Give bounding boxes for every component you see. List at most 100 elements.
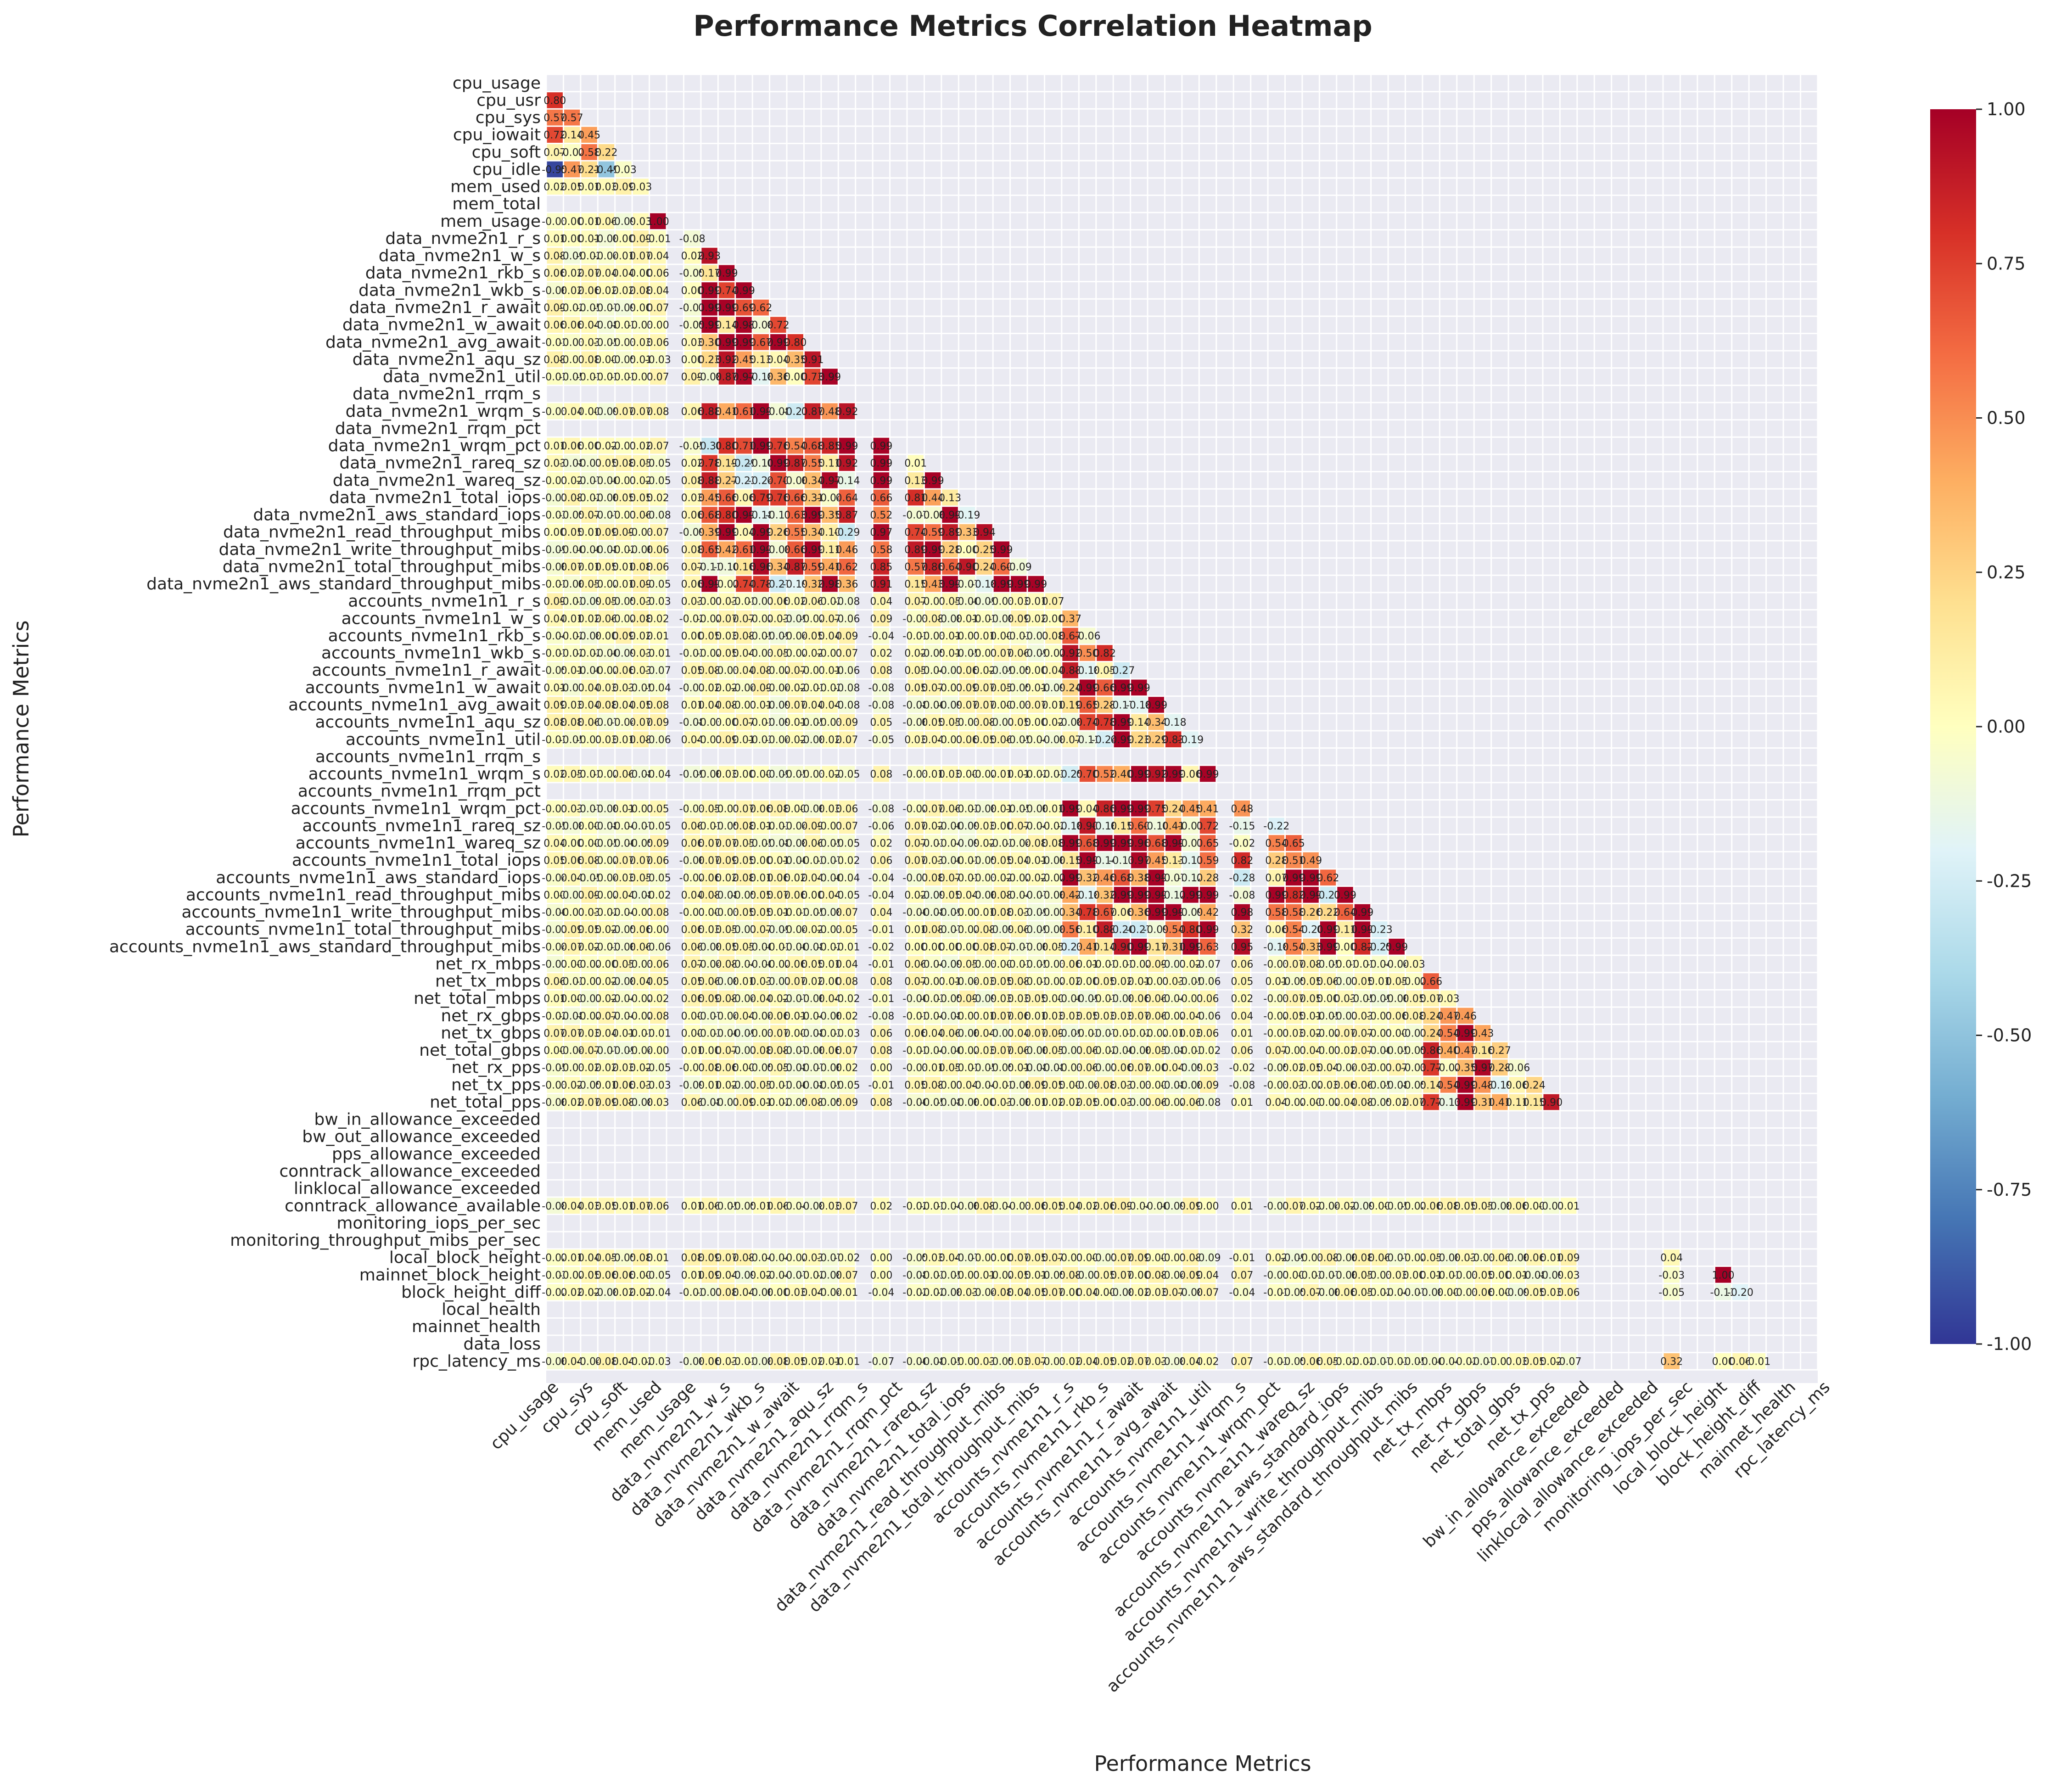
cell-value-label: 0.07 <box>647 441 669 452</box>
cell-value-label: -0.04 <box>645 769 671 780</box>
cell-value-label: 0.82 <box>1231 855 1253 867</box>
heatmap-cell <box>581 369 597 385</box>
y-tick-label: data_nvme2n1_w_s <box>379 246 541 265</box>
cell-value-label: 0.06 <box>681 406 704 418</box>
cell-value-label: 0.58 <box>578 147 600 158</box>
heatmap-cell <box>598 334 615 350</box>
cell-value-label: 0.99 <box>818 372 841 383</box>
cell-value-label: 0.04 <box>1231 1011 1253 1022</box>
x-axis-label: Performance Metrics <box>1094 1751 1311 1776</box>
heatmap-cell <box>581 247 597 264</box>
cell-value-label: 0.68 <box>801 441 824 452</box>
cell-value-label: -0.18 <box>1160 717 1187 728</box>
cell-value-label: 0.06 <box>647 855 669 867</box>
cell-value-label: -0.06 <box>1504 1063 1530 1074</box>
cell-value-label: 0.08 <box>647 700 669 711</box>
heatmap-cell <box>564 144 580 160</box>
cell-value-label: 0.46 <box>836 544 858 556</box>
cell-value-label: -0.01 <box>542 337 568 348</box>
cell-value-label: 0.02 <box>870 838 892 850</box>
cell-value-label: 0.02 <box>836 1063 858 1074</box>
heatmap-cell <box>736 282 752 298</box>
y-tick-label: accounts_nvme1n1_rareq_sz <box>302 817 541 835</box>
heatmap-cell <box>598 455 615 471</box>
heatmap-cell <box>753 299 769 316</box>
cell-value-label: 0.08 <box>543 251 566 262</box>
cell-value-label: 0.72 <box>767 320 790 331</box>
y-tick-label: net_total_mbps <box>414 989 541 1008</box>
cell-value-label: 0.02 <box>561 268 583 280</box>
cell-value-label: -0.05 <box>834 769 860 780</box>
cell-value-label: -0.03 <box>834 1028 860 1039</box>
cell-value-label: 0.99 <box>1351 907 1373 918</box>
cell-value-label: 0.82 <box>1093 648 1116 660</box>
cell-value-label: 0.07 <box>1231 1356 1253 1367</box>
cell-value-label: 0.99 <box>922 475 944 487</box>
heatmap-cell <box>650 230 666 246</box>
y-tick-label: data_nvme2n1_write_throughput_mibs <box>219 540 541 559</box>
heatmap-cell <box>770 334 786 350</box>
heatmap-cell <box>547 179 563 195</box>
cell-value-label: 0.99 <box>1197 924 1219 936</box>
y-tick-label: data_nvme2n1_w_await <box>342 316 541 335</box>
cell-value-label: 0.00 <box>870 1270 892 1281</box>
cell-value-label: 0.02 <box>681 251 704 262</box>
y-tick-label: net_tx_mbps <box>435 972 541 991</box>
heatmap-cell <box>598 369 615 385</box>
cell-value-label: 0.01 <box>612 251 635 262</box>
heatmap-cell <box>633 317 649 333</box>
heatmap-cell <box>736 317 752 333</box>
cell-value-label: 0.08 <box>836 976 858 988</box>
cell-value-label: 0.13 <box>939 493 961 504</box>
cell-value-label: 0.98 <box>1231 907 1253 918</box>
heatmap-cell <box>547 437 563 454</box>
cell-value-label: -0.09 <box>559 251 585 262</box>
cell-value-label: 0.01 <box>1557 1201 1580 1212</box>
cell-value-label: -0.04 <box>594 251 620 262</box>
heatmap-cell <box>564 369 580 385</box>
heatmap-cell <box>701 369 717 385</box>
heatmap-cell <box>633 179 649 195</box>
cell-value-label: 0.00 <box>561 216 583 228</box>
y-tick-label: pps_allowance_exceeded <box>332 1145 541 1164</box>
heatmap-cell <box>547 230 563 246</box>
colorbar-tick-label: -0.75 <box>1987 1180 2032 1200</box>
heatmap-cell <box>684 247 700 264</box>
cell-value-label: 0.02 <box>629 441 652 452</box>
cell-value-label: -0.01 <box>868 924 894 936</box>
y-tick-label: accounts_nvme1n1_rrqm_s <box>315 747 541 766</box>
cell-value-label: 0.06 <box>1197 993 1219 1005</box>
y-tick-label: accounts_nvme1n1_util <box>346 730 541 749</box>
cell-value-label: 0.99 <box>1145 700 1167 711</box>
heatmap-cell <box>633 282 649 298</box>
cell-value-label: 0.80 <box>784 337 807 348</box>
y-tick-label: data_nvme2n1_rkb_s <box>365 264 541 283</box>
heatmap-cell <box>701 247 717 264</box>
cell-value-label: 0.28 <box>1197 873 1219 884</box>
heatmap-cell <box>616 369 632 385</box>
cell-value-label: -0.03 <box>542 406 568 418</box>
cell-value-label: 0.06 <box>647 1201 669 1212</box>
cell-value-label: 0.01 <box>647 1253 669 1264</box>
cell-value-label: 0.87 <box>836 510 858 521</box>
heatmap-cell <box>581 282 597 298</box>
cell-value-label: -0.27 <box>782 406 808 418</box>
heatmap-cell <box>753 334 769 350</box>
heatmap-cell <box>616 161 632 178</box>
heatmap-cell <box>581 472 597 488</box>
cell-value-label: 0.06 <box>647 561 669 573</box>
cell-value-label: -0.14 <box>834 475 860 487</box>
cell-value-label: -0.03 <box>627 320 654 331</box>
cell-value-label: 0.06 <box>543 268 566 280</box>
heatmap-cell <box>718 317 735 333</box>
heatmap-cell <box>770 403 786 420</box>
cell-value-label: -0.09 <box>594 406 620 418</box>
cell-value-label: -0.01 <box>542 372 568 383</box>
cell-value-label: 0.03 <box>543 458 566 470</box>
cell-value-label: -0.22 <box>1263 821 1289 832</box>
cell-value-label: 0.72 <box>1197 821 1219 832</box>
cell-value-label: -0.05 <box>611 354 637 366</box>
cell-value-label: -0.08 <box>1229 890 1255 901</box>
y-tick-label: accounts_nvme1n1_total_iops <box>292 851 541 870</box>
cell-value-label: 0.09 <box>836 631 858 642</box>
